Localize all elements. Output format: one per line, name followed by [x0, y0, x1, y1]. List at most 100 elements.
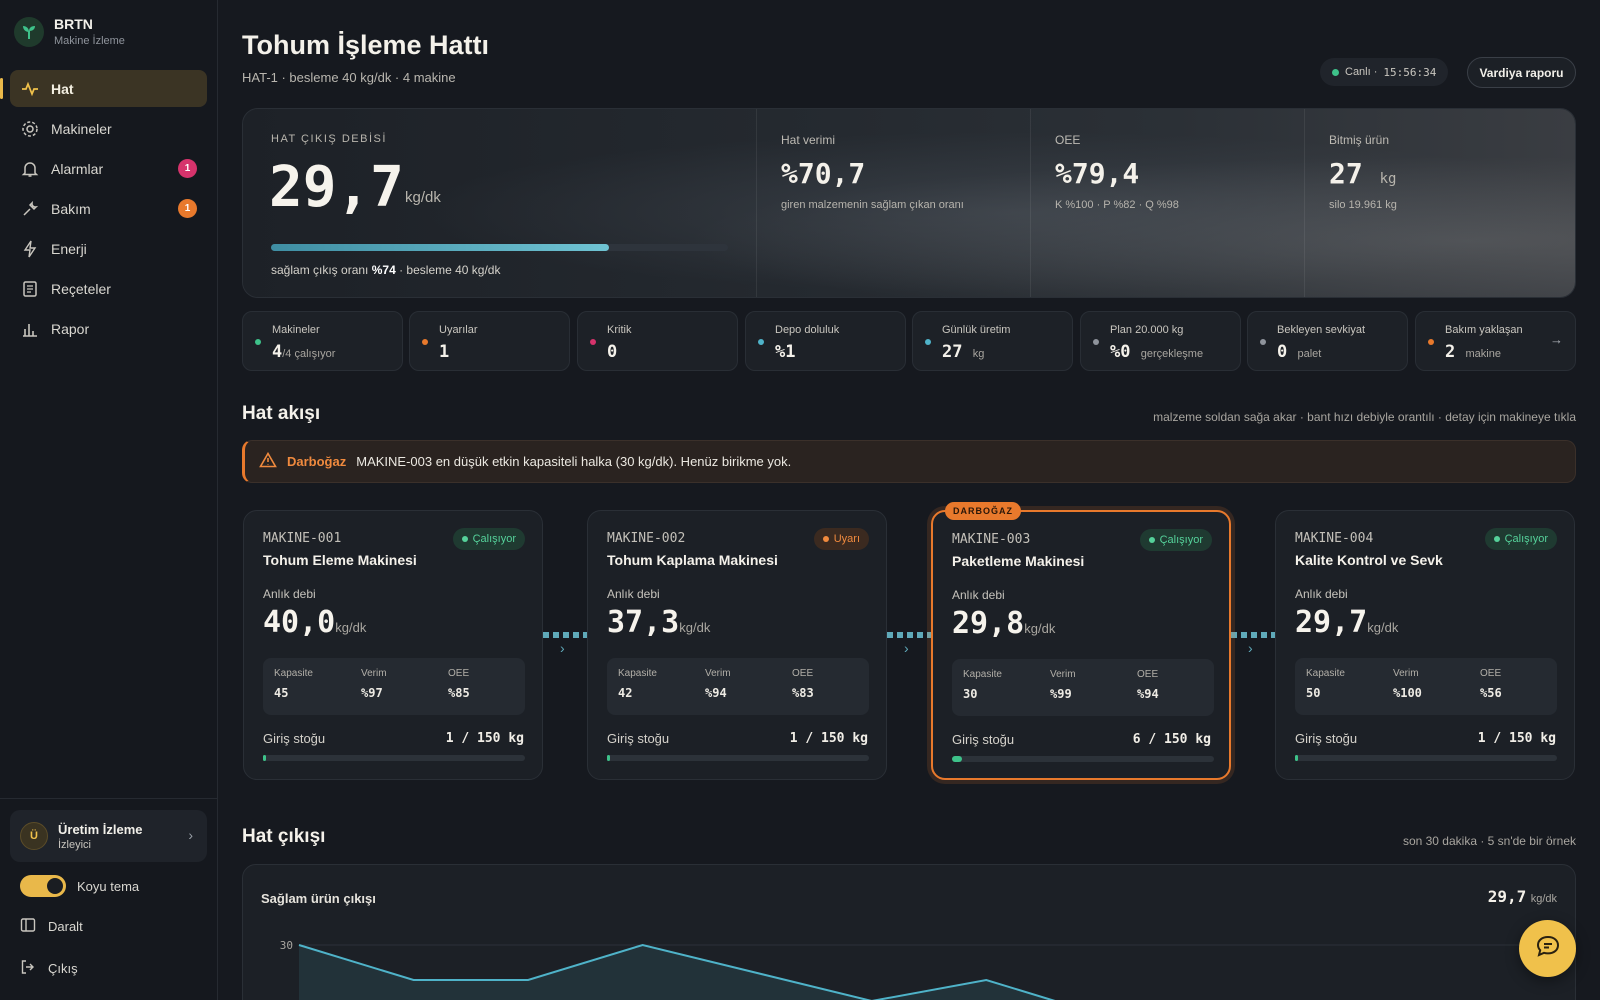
alarm-count-badge: 1 [178, 159, 197, 178]
status-dot-icon [822, 536, 829, 542]
sidebar-item-rapor[interactable]: Rapor [10, 310, 207, 347]
stat-value: %83 [792, 686, 814, 700]
sidebar-nav: Hat Makineler Alarmlar 1 Bakım 1 Enerji … [0, 70, 207, 350]
sidebar-item-makineler[interactable]: Makineler [10, 110, 207, 147]
stat-value: %56 [1480, 686, 1502, 700]
stat-machines[interactable]: Makineler 4/4 çalışıyor [242, 311, 403, 371]
stat-storage[interactable]: Depo doluluk %1 [745, 311, 906, 371]
stat-value: %97 [361, 686, 383, 700]
stat-number: 1 [439, 342, 450, 362]
stat-value: %0 gerçekleşme [1110, 342, 1203, 362]
stat-plan[interactable]: Plan 20.000 kg %0 gerçekleşme [1080, 311, 1241, 371]
stat-label: OEE [448, 668, 470, 679]
machine-card-003[interactable]: DARBOĞAZ MAKINE-003 Paketleme Makinesi Ç… [931, 502, 1231, 780]
shift-report-button[interactable]: Vardiya raporu [1467, 57, 1576, 88]
alert-text: MAKINE-003 en düşük etkin kapasiteli hal… [356, 454, 792, 469]
flow-connector [543, 632, 588, 638]
sidebar-collapse-icon [20, 917, 36, 936]
flow-number: 40,0 [263, 605, 336, 640]
kpi-sub: K %100 · P %82 · Q %98 [1055, 199, 1179, 211]
status-dot-icon [925, 339, 931, 345]
stock-value: 6 / 150 kg [1132, 732, 1211, 747]
sidebar-item-alarmlar[interactable]: Alarmlar 1 [10, 150, 207, 187]
machine-card-004[interactable]: MAKINE-004 Kalite Kontrol ve Sevk Çalışı… [1275, 510, 1575, 780]
flow-unit: kg/dk [335, 620, 367, 635]
stat-unit: /4 çalışıyor [282, 348, 336, 360]
stat-number: %1 [775, 342, 796, 362]
oee-stat: OEE %83 [792, 668, 814, 700]
capacity-stat: Kapasite 30 [963, 669, 1002, 701]
status-dot-icon [590, 339, 596, 345]
kpi-sub: giren malzemenin sağlam çıkan oranı [781, 199, 964, 211]
status-badge: Çalışıyor [1139, 529, 1212, 551]
collapse-button[interactable]: Daralt [20, 917, 83, 936]
live-time: 15:56:34 [1383, 65, 1437, 79]
stat-unit: kg [972, 348, 985, 360]
stock-label: Giriş stoğu [1295, 731, 1358, 746]
stat-critical[interactable]: Kritik 0 [577, 311, 738, 371]
kpi-number: 27 [1329, 157, 1363, 190]
dark-theme-toggle[interactable] [20, 875, 66, 897]
stock-fill [952, 756, 963, 762]
stat-label: Kapasite [618, 668, 657, 679]
sidebar-footer: Ü Üretim İzleme İzleyici › Koyu tema Dar… [0, 798, 218, 976]
hero-divider [1030, 109, 1031, 297]
kpi-value: 27 kg [1329, 157, 1397, 190]
status-dot-icon [1493, 536, 1500, 542]
status-badge: Uyarı [813, 528, 869, 550]
stat-warnings[interactable]: Uyarılar 1 [409, 311, 570, 371]
stat-value: %94 [1137, 687, 1159, 701]
machine-stats: Kapasite 42 Verim %94 OEE %83 [607, 658, 869, 715]
stat-label: OEE [792, 668, 814, 679]
kpi-label: Bitmiş ürün [1329, 133, 1390, 147]
status-label: Çalışıyor [1159, 534, 1203, 546]
sidebar-item-enerji[interactable]: Enerji [10, 230, 207, 267]
user-card[interactable]: Ü Üretim İzleme İzleyici › [10, 810, 207, 862]
stat-unit: gerçekleşme [1140, 348, 1204, 360]
hero-divider [1304, 109, 1305, 297]
stat-pending-shipment[interactable]: Bekleyen sevkiyat 0 palet [1247, 311, 1408, 371]
collapse-label: Daralt [48, 919, 83, 934]
status-label: Uyarı [833, 533, 860, 545]
machine-card-002[interactable]: MAKINE-002 Tohum Kaplama Makinesi Uyarı … [587, 510, 887, 780]
sidebar-item-bakim[interactable]: Bakım 1 [10, 190, 207, 227]
machine-card-001[interactable]: MAKINE-001 Tohum Eleme Makinesi Çalışıyo… [243, 510, 543, 780]
stock-fill [607, 755, 610, 761]
logout-button[interactable]: Çıkış [20, 959, 78, 978]
stat-value: %85 [448, 686, 470, 700]
hero-note-suffix: · besleme 40 kg/dk [399, 263, 501, 277]
arrow-right-icon: → [1550, 332, 1563, 347]
stat-value: 42 [618, 686, 633, 700]
sidebar-item-hat[interactable]: Hat [0, 70, 207, 107]
hero-value: 29,7 [269, 155, 404, 220]
machine-name: Tohum Eleme Makinesi [263, 552, 417, 568]
sidebar-item-label: Bakım [51, 200, 91, 217]
brand[interactable]: BRTN Makine İzleme [14, 16, 125, 47]
chevron-right-icon: › [1248, 640, 1253, 656]
hero-note-value: %74 [371, 263, 396, 277]
flow-number: 29,8 [952, 606, 1025, 641]
machine-code: MAKINE-002 [607, 531, 686, 546]
maintenance-count-badge: 1 [178, 199, 197, 218]
stat-label: Bakım yaklaşan [1445, 324, 1523, 336]
capacity-stat: Kapasite 45 [274, 668, 313, 700]
warning-triangle-icon [259, 451, 277, 471]
sidebar-item-receteler[interactable]: Reçeteler [10, 270, 207, 307]
stat-label: Verim [361, 668, 387, 679]
page-subtitle: HAT-1 · besleme 40 kg/dk · 4 makine [242, 70, 456, 85]
chart-current-number: 29,7 [1487, 887, 1527, 906]
oee-stat: OEE %85 [448, 668, 470, 700]
output-section-hint: son 30 dakika · 5 sn'de bir örnek [1402, 834, 1576, 848]
yield-stat: Verim %99 [1050, 669, 1076, 701]
stat-upcoming-maintenance[interactable]: Bakım yaklaşan 2 makine → [1415, 311, 1576, 371]
stat-number: 27 [942, 342, 963, 362]
flow-label: Anlık debi [607, 587, 660, 601]
stock-bar [263, 755, 525, 761]
output-progress-bar [271, 244, 728, 251]
chart-series-line [298, 943, 1056, 1000]
sidebar-item-label: Enerji [51, 240, 87, 257]
stat-daily-production[interactable]: Günlük üretim 27 kg [912, 311, 1073, 371]
stat-label: Makineler [272, 324, 320, 336]
chat-button[interactable] [1519, 920, 1576, 977]
machine-stats: Kapasite 30 Verim %99 OEE %94 [952, 659, 1214, 716]
